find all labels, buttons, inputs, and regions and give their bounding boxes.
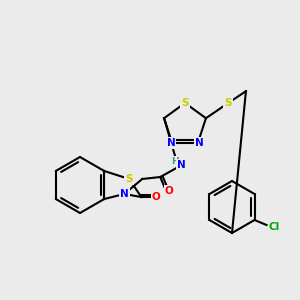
Text: O: O [152, 192, 161, 202]
Text: N: N [177, 160, 186, 170]
Text: S: S [224, 98, 232, 108]
Text: N: N [195, 138, 203, 148]
Text: H: H [171, 157, 179, 166]
Text: O: O [165, 186, 174, 196]
Text: S: S [181, 98, 189, 108]
Text: S: S [125, 174, 133, 184]
Text: N: N [120, 189, 129, 199]
Text: Cl: Cl [269, 222, 280, 232]
Text: N: N [167, 138, 176, 148]
